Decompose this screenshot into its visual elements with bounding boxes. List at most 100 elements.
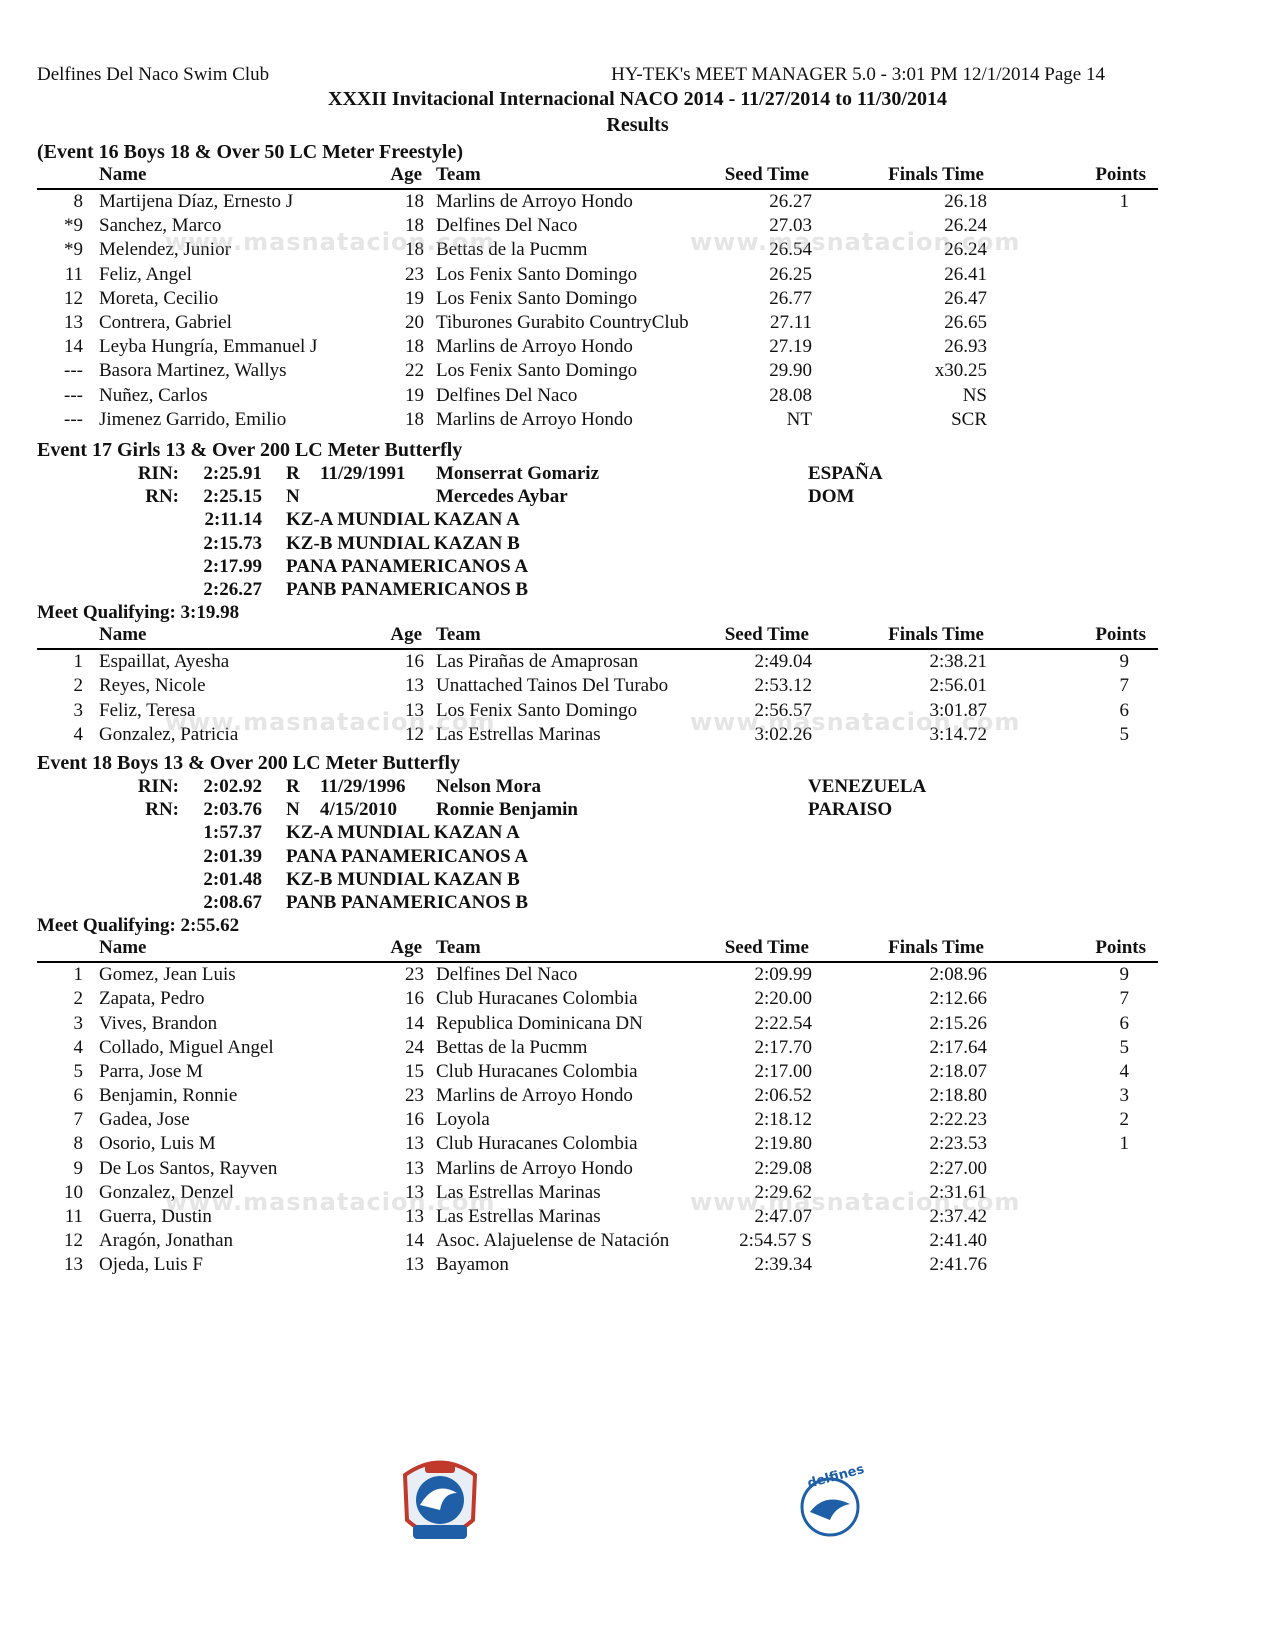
- result-place: ---: [64, 384, 83, 406]
- record-code: R: [286, 463, 300, 484]
- result-pts: 7: [1119, 675, 1130, 697]
- record-code: PANA PANAMERICANOS A: [286, 845, 529, 867]
- result-place: *9: [64, 239, 83, 261]
- record-label: RN:: [145, 486, 179, 508]
- result-place: 13: [64, 311, 83, 333]
- result-team: Marlins de Arroyo Hondo: [436, 336, 633, 358]
- result-place: *9: [64, 215, 83, 237]
- watermark: www.masnatacion.com: [690, 708, 1021, 736]
- result-fin: 2:22.23: [929, 1109, 987, 1131]
- result-row: 14 Leyba Hungría, Emmanuel J 18 Marlins de …: [0, 335, 1275, 359]
- result-place: 1: [73, 964, 84, 986]
- header-finals: Finals Time: [888, 937, 984, 959]
- result-seed: 2:49.04: [754, 651, 812, 673]
- result-age: 18: [405, 191, 424, 212]
- result-name: Espaillat, Ayesha: [99, 651, 230, 673]
- result-place: 6: [73, 1085, 84, 1107]
- record-time: 2:02.92: [203, 776, 262, 797]
- result-row: 2 Reyes, Nicole 13 Unattached Tainos Del Tu…: [0, 674, 1275, 698]
- result-name: Jimenez Garrido, Emilio: [99, 408, 287, 430]
- result-age: 13: [405, 1181, 424, 1203]
- record-label: RN:: [145, 799, 179, 821]
- result-fin: 26.93: [944, 336, 987, 358]
- event-title: (Event 16 Boys 18 & Over 50 LC Meter Fre…: [37, 141, 464, 163]
- result-pts: 5: [1119, 723, 1130, 745]
- result-seed: 2:56.57: [754, 699, 812, 721]
- result-place: 3: [73, 1012, 84, 1034]
- record-code: KZ-A MUNDIAL KAZAN A: [286, 822, 520, 844]
- result-age: 23: [405, 263, 424, 285]
- record-label: RIN:: [137, 776, 179, 797]
- result-age: 13: [405, 1206, 424, 1227]
- result-team: Bettas de la Pucmm: [436, 1036, 588, 1058]
- result-age: 19: [405, 384, 424, 406]
- record-row: 2:11.14 KZ-A MUNDIAL KAZAN A: [0, 508, 1275, 531]
- result-age: 18: [405, 215, 424, 237]
- result-fin: 2:37.42: [929, 1206, 987, 1227]
- record-code: KZ-B MUNDIAL KAZAN B: [286, 868, 520, 890]
- record-row: 1:57.37 KZ-A MUNDIAL KAZAN A: [0, 821, 1275, 844]
- result-name: Osorio, Luis M: [99, 1133, 216, 1155]
- result-name: Reyes, Nicole: [99, 675, 206, 697]
- record-row: 2:01.48 KZ-B MUNDIAL KAZAN B: [0, 868, 1275, 891]
- record-row: 2:01.39 PANA PANAMERICANOS A: [0, 845, 1275, 868]
- result-row: --- Nuñez, Carlos 19 Delfines Del Naco 28.08…: [0, 384, 1275, 408]
- header-age: Age: [390, 624, 422, 646]
- result-name: Vives, Brandon: [99, 1012, 218, 1034]
- result-seed: 2:29.62: [754, 1181, 812, 1203]
- result-row: 2 Zapata, Pedro 16 Club Huracanes Colombia 2…: [0, 987, 1275, 1011]
- result-fin: 26.65: [944, 311, 987, 333]
- result-row: 1 Gomez, Jean Luis 23 Delfines Del Naco 2:09…: [0, 963, 1275, 987]
- result-row: 4 Collado, Miguel Angel 24 Bettas de la Puc…: [0, 1036, 1275, 1060]
- result-team: Las Estrellas Marinas: [436, 1206, 601, 1227]
- result-place: 4: [73, 1036, 84, 1058]
- result-name: Melendez, Junior: [99, 239, 231, 261]
- result-team: Las Estrellas Marinas: [436, 1181, 601, 1203]
- result-pts: 1: [1119, 1133, 1130, 1155]
- result-age: 16: [405, 651, 424, 673]
- result-row: 10 Gonzalez, Denzel 13 Las Estrellas Marina…: [0, 1181, 1275, 1205]
- record-time: 2:25.91: [203, 463, 262, 484]
- header-points: Points: [1095, 937, 1146, 959]
- record-date: 11/29/1991: [320, 463, 406, 484]
- header-age: Age: [390, 164, 422, 185]
- record-holder: Nelson Mora: [436, 776, 542, 797]
- result-name: Ojeda, Luis F: [99, 1254, 203, 1276]
- result-pts: 6: [1119, 699, 1130, 721]
- result-place: 11: [64, 1206, 83, 1227]
- result-place: 3: [73, 699, 84, 721]
- result-seed: 2:20.00: [754, 988, 812, 1010]
- result-place: 9: [73, 1157, 84, 1179]
- result-team: Marlins de Arroyo Hondo: [436, 1085, 633, 1107]
- result-team: Unattached Tainos Del Turabo: [436, 675, 669, 697]
- result-row: 9 De Los Santos, Rayven 13 Marlins de Arroy…: [0, 1157, 1275, 1181]
- result-team: Los Fenix Santo Domingo: [436, 360, 638, 382]
- result-age: 18: [405, 336, 424, 358]
- meet-logo: [402, 1460, 478, 1539]
- record-code: PANB PANAMERICANOS B: [286, 578, 529, 600]
- record-row: RN: 2:03.76 N 4/15/2010 Ronnie Benjamin PARAI…: [0, 798, 1275, 821]
- result-age: 13: [405, 1157, 424, 1179]
- result-place: 5: [73, 1060, 84, 1082]
- result-row: 11 Feliz, Angel 23 Los Fenix Santo Domingo 2…: [0, 263, 1275, 287]
- record-code: PANB PANAMERICANOS B: [286, 891, 529, 913]
- record-team: VENEZUELA: [808, 776, 927, 797]
- result-seed: 28.08: [769, 384, 812, 406]
- column-header: Name Age Team Seed Time Finals Time Points: [37, 937, 1158, 964]
- watermark: www.masnatacion.com: [690, 228, 1021, 256]
- result-age: 20: [405, 311, 424, 333]
- record-code: R: [286, 776, 300, 797]
- result-row: 4 Gonzalez, Patricia 12 Las Estrellas Marin…: [0, 723, 1275, 747]
- record-time: 2:25.15: [203, 486, 262, 508]
- result-seed: 2:22.54: [754, 1012, 812, 1034]
- result-team: Delfines Del Naco: [436, 384, 578, 406]
- result-place: 8: [73, 191, 84, 212]
- result-seed: 2:53.12: [754, 675, 812, 697]
- result-fin: 26.47: [944, 287, 987, 309]
- result-seed: 2:39.34: [754, 1254, 812, 1276]
- result-row: --- Basora Martinez, Wallys 22 Los Fenix Sa…: [0, 359, 1275, 383]
- record-row: 2:15.73 KZ-B MUNDIAL KAZAN B: [0, 532, 1275, 555]
- result-place: 12: [64, 287, 83, 309]
- header-finals: Finals Time: [888, 624, 984, 646]
- result-fin: 26.18: [944, 191, 987, 212]
